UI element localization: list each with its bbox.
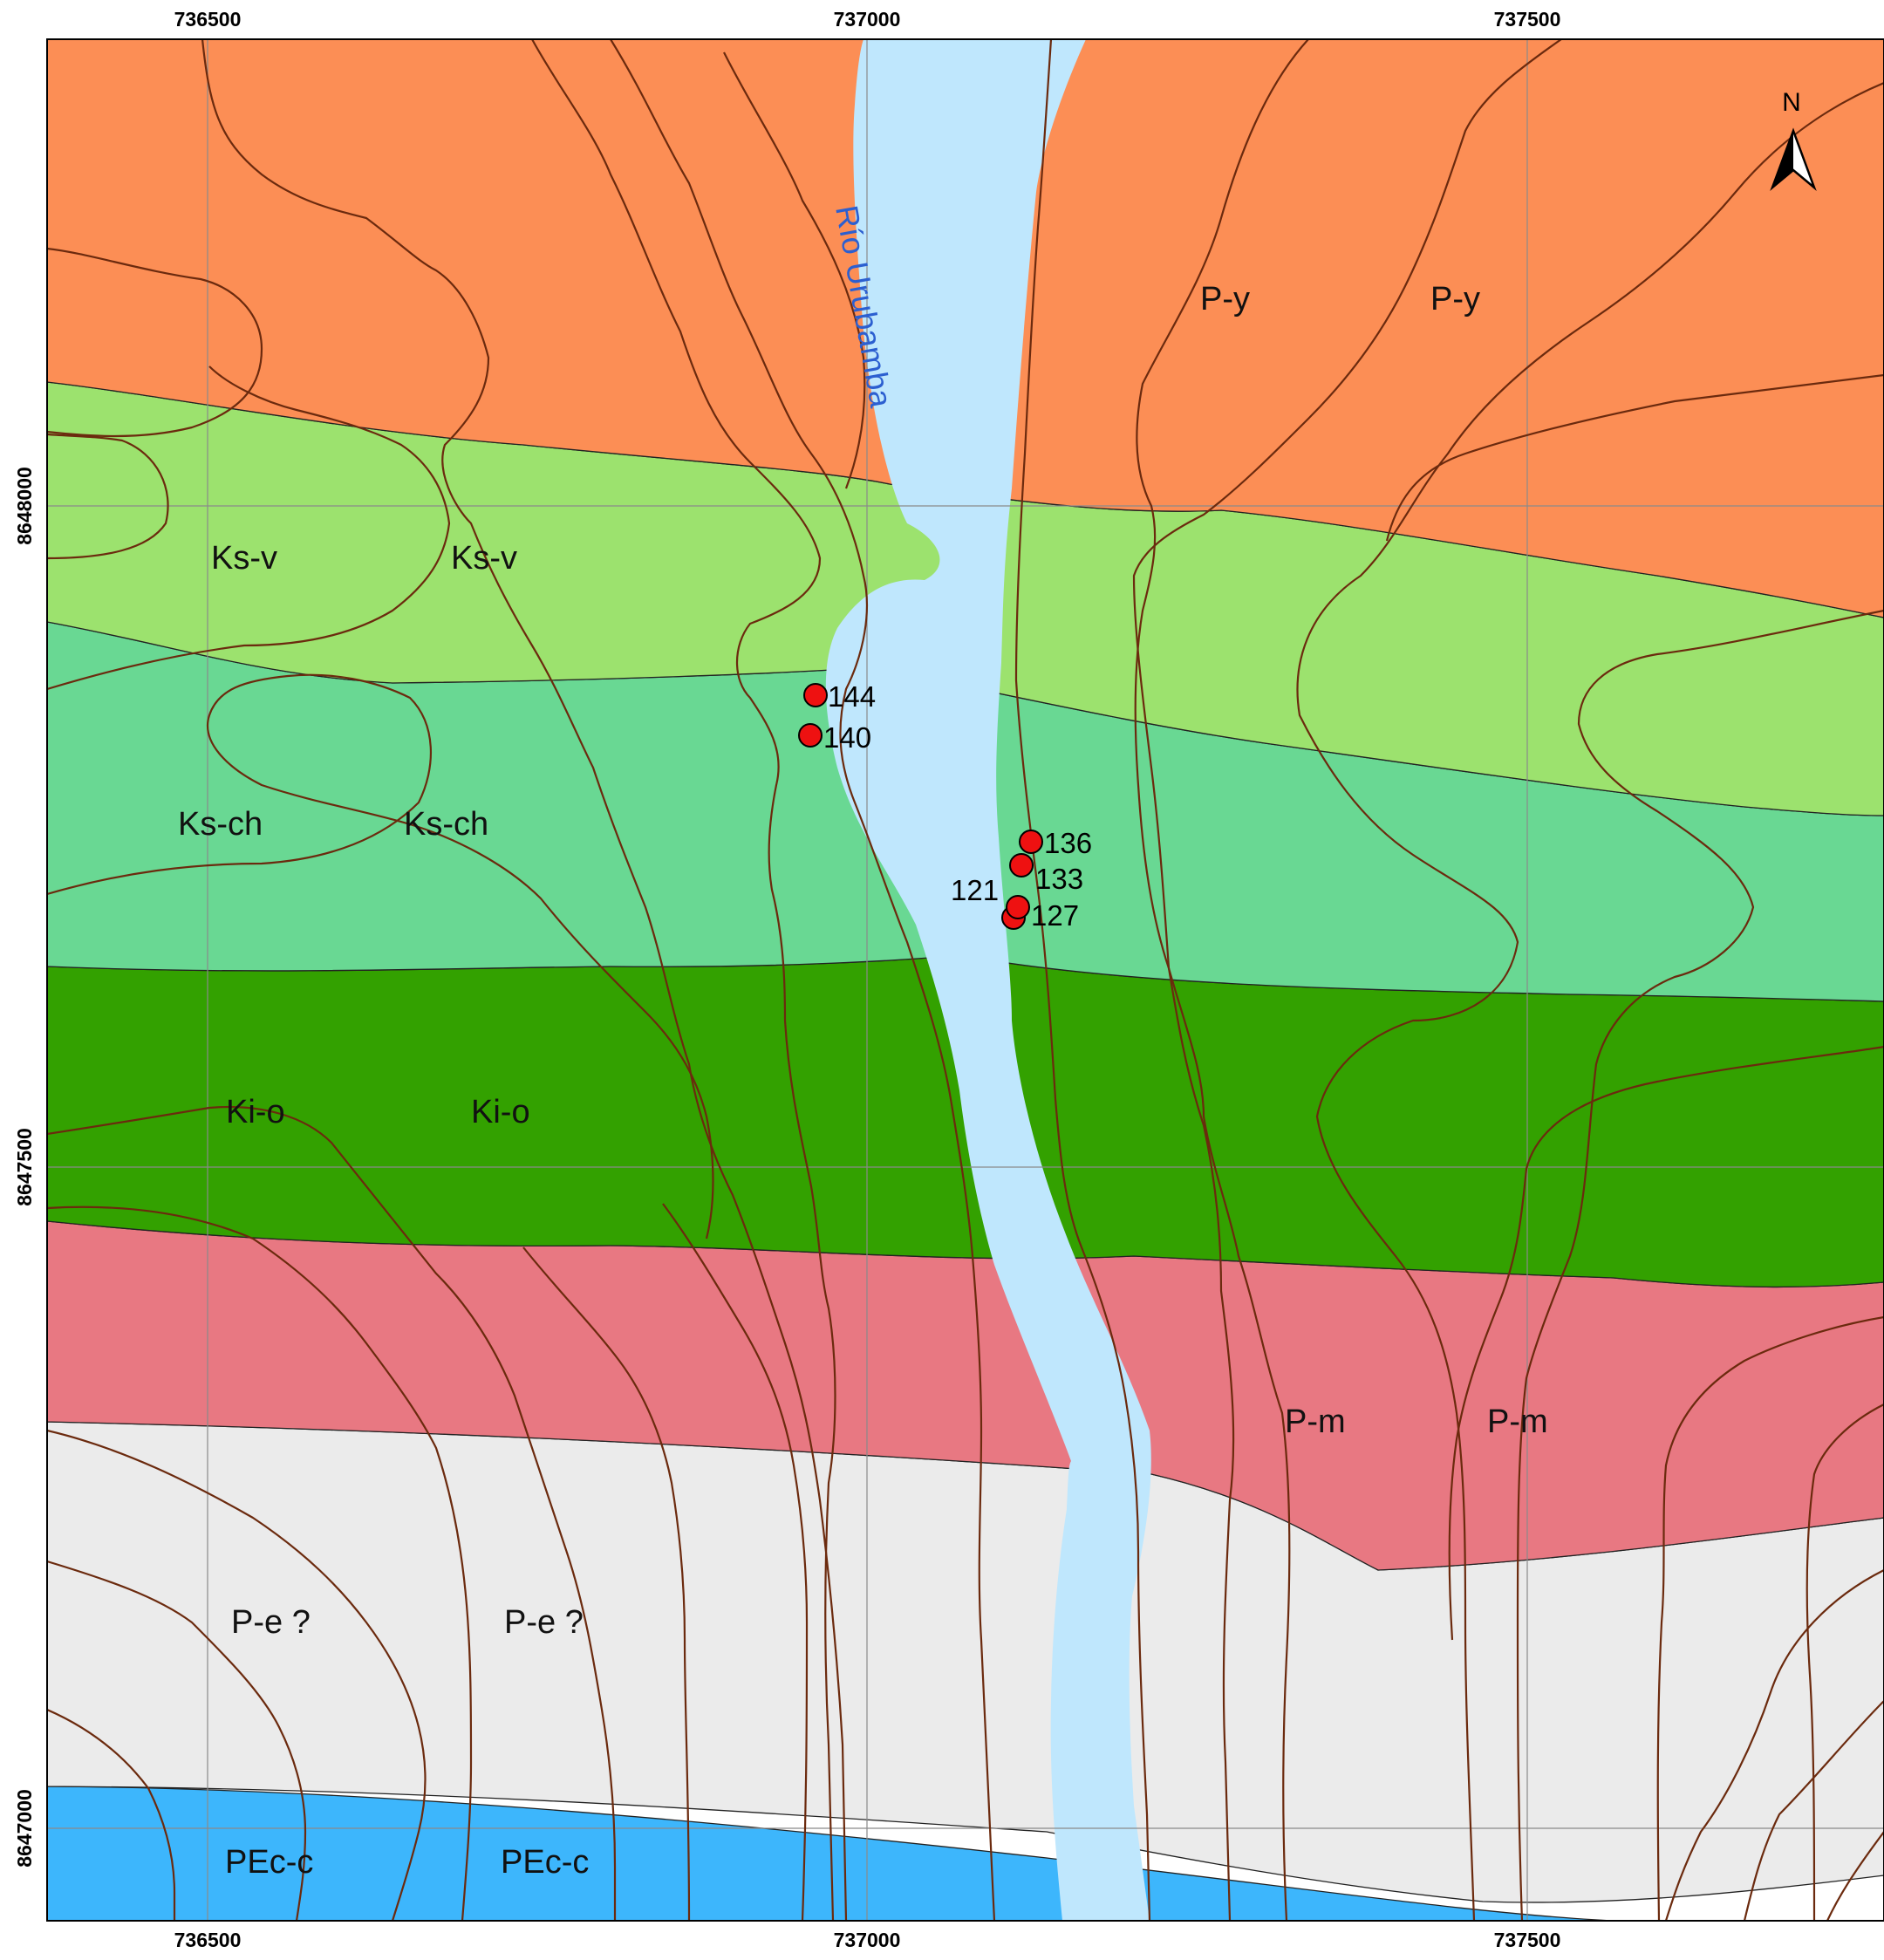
unit-PEc-c-area [47, 1786, 1884, 1921]
unit-label-kio-1: Ki-o [226, 1094, 285, 1130]
unit-label-pm-1: P-m [1285, 1403, 1346, 1440]
unit-label-kio-2: Ki-o [471, 1094, 530, 1130]
map-frame [47, 39, 1884, 1921]
x-coord-top-3: 737500 [1494, 8, 1561, 31]
unit-label-ksch-2: Ks-ch [404, 806, 488, 843]
sample-points: 144 140 136 133 121 127 [798, 680, 1092, 932]
x-coord-bottom-2: 737000 [834, 1929, 901, 1951]
unit-label-ksch-1: Ks-ch [178, 806, 263, 843]
unit-label-py-1: P-y [1200, 281, 1250, 318]
sample-point-136 [1019, 830, 1043, 854]
north-arrow-label: N [1782, 88, 1801, 117]
unit-label-pm-2: P-m [1487, 1403, 1548, 1440]
unit-label-pecc-2: PEc-c [501, 1844, 589, 1881]
x-coord-top-1: 736500 [174, 8, 242, 31]
coordinate-grid [47, 39, 1884, 1921]
unit-label-ksv-1: Ks-v [211, 540, 277, 577]
map-border [46, 38, 1884, 1922]
sample-label-144: 144 [828, 680, 876, 713]
sample-point-127 [1006, 895, 1030, 919]
sample-label-136: 136 [1044, 827, 1092, 859]
x-coord-top-2: 737000 [834, 8, 901, 31]
north-arrow: N [1770, 88, 1817, 191]
unit-label-pe-1: P-e ? [231, 1604, 311, 1641]
sample-label-121: 121 [951, 874, 999, 906]
unit-label-pecc-1: PEc-c [225, 1844, 313, 1881]
x-coord-bottom-1: 736500 [174, 1929, 242, 1951]
contour-lines [47, 39, 1884, 1921]
unit-label-ksv-2: Ks-v [451, 540, 517, 577]
unit-label-pe-2: P-e ? [504, 1604, 584, 1641]
river-urubamba [825, 39, 1151, 1921]
x-coord-bottom-3: 737500 [1494, 1929, 1561, 1951]
unit-label-py-2: P-y [1430, 281, 1480, 318]
sample-point-133 [1009, 853, 1034, 878]
sample-label-133: 133 [1035, 863, 1083, 895]
y-coord-2: 8647500 [13, 1128, 36, 1206]
y-coord-1: 8648000 [13, 467, 36, 545]
sample-label-140: 140 [823, 721, 871, 754]
coordinate-labels: 736500 737000 737500 736500 737000 73750… [13, 8, 1560, 1951]
sample-point-140 [798, 723, 823, 748]
y-coord-3: 8647000 [13, 1789, 36, 1868]
sample-label-127: 127 [1031, 899, 1079, 932]
sample-point-144 [803, 683, 828, 707]
unit-labels: P-y P-y Ks-v Ks-v Ks-ch Ks-ch Ki-o Ki-o … [178, 281, 1548, 1881]
